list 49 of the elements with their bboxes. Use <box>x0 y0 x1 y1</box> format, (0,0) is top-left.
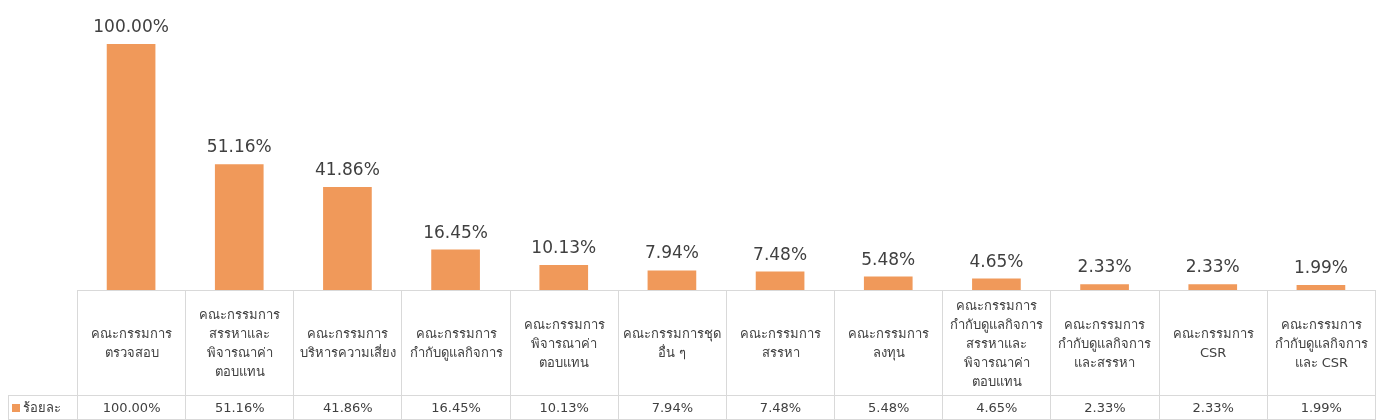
x-tick-label: คณะกรรมการกำกับดูแลกิจการ สรรหาและพิจารณาค่าตอบแทน <box>942 290 1051 396</box>
bar <box>214 164 264 290</box>
text: 51.16% <box>206 136 272 157</box>
data-label: 41.86% <box>293 395 402 420</box>
text: 2.33% <box>1077 256 1132 277</box>
x-tick-label: คณะกรรมการกำกับดูแลกิจการ <box>401 290 511 396</box>
x-tick-label: คณะกรรมการ CSR <box>1159 290 1268 396</box>
x-tick-label: คณะกรรมการลงทุน <box>834 290 943 396</box>
x-tick-label: คณะกรรมการสรรหา <box>726 290 835 396</box>
text: 7.48% <box>753 243 808 264</box>
text: 100.00% <box>93 16 169 36</box>
text: 10.13% <box>531 237 597 258</box>
legend-label: ร้อยละ <box>8 395 78 420</box>
text: 16.45% <box>423 221 488 242</box>
x-tick-label: คณะกรรมการชุดอื่น ๆ <box>618 290 727 396</box>
data-label: 100.00% <box>77 395 186 420</box>
x-tick-label: คณะกรรมการกำกับดูแลกิจการและสรรหา <box>1050 290 1160 396</box>
data-label: 7.94% <box>618 395 727 420</box>
data-label: 7.48% <box>726 395 835 420</box>
bar <box>539 265 589 290</box>
data-label: 2.33% <box>1050 395 1160 420</box>
data-label: 5.48% <box>834 395 943 420</box>
x-tick-label: คณะกรรมการตรวจสอบ <box>77 290 186 396</box>
x-tick-label: คณะกรรมการพิจารณาค่าตอบแทน <box>510 290 619 396</box>
data-label: 1.99% <box>1267 395 1376 420</box>
text: 1.99% <box>1293 257 1348 278</box>
data-label: 51.16% <box>185 395 294 420</box>
text: 4.65% <box>969 250 1024 271</box>
bar <box>323 187 372 290</box>
bar <box>972 278 1021 290</box>
x-tick-label: คณะกรรมการสรรหาและพิจารณาค่าตอบแทน <box>185 290 294 396</box>
x-tick-label: คณะกรรมการกำกับดูแลกิจการและ CSR <box>1267 290 1376 396</box>
bar <box>106 44 156 290</box>
data-label: 16.45% <box>401 395 511 420</box>
x-tick-label: คณะกรรมการบริหารความเสี่ยง <box>293 290 402 396</box>
text: 5.48% <box>861 248 916 269</box>
bar <box>863 276 913 290</box>
bar <box>647 270 697 290</box>
text: 7.94% <box>644 242 699 263</box>
data-label: 10.13% <box>510 395 619 420</box>
bar <box>755 271 805 290</box>
data-label: 2.33% <box>1159 395 1268 420</box>
bar <box>1296 285 1346 290</box>
bar <box>1080 284 1129 290</box>
bar <box>1188 284 1238 290</box>
data-label: 4.65% <box>942 395 1051 420</box>
bar <box>431 249 480 290</box>
text: 2.33% <box>1185 256 1240 277</box>
text: 41.86% <box>315 159 380 180</box>
